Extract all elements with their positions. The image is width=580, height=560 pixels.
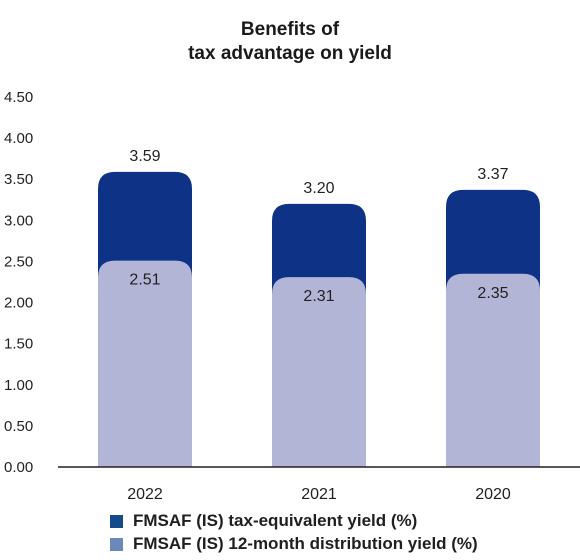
data-label-distribution: 2.35 (477, 285, 508, 302)
chart-title-line-2: tax advantage on yield (188, 43, 392, 64)
legend-item-distribution: FMSAF (IS) 12-month distribution yield (… (110, 534, 478, 554)
y-tick-label: 2.00 (4, 295, 33, 312)
x-tick-label: 2022 (127, 486, 163, 503)
legend-swatch-distribution (110, 537, 123, 551)
data-label-distribution: 2.31 (303, 288, 334, 305)
x-tick-label: 2020 (475, 486, 511, 503)
y-tick-label: 3.00 (4, 212, 33, 229)
data-label-tax-equivalent: 3.20 (303, 180, 334, 197)
y-tick-label: 2.50 (4, 253, 33, 270)
y-tick-label: 0.00 (4, 459, 33, 476)
bar-distribution-2020 (446, 273, 540, 467)
bar-distribution-2022 (98, 260, 192, 467)
bar-distribution-2021 (272, 277, 366, 467)
y-tick-label: 3.50 (4, 171, 33, 188)
data-label-distribution: 2.51 (129, 272, 160, 289)
y-tick-label: 1.50 (4, 336, 33, 353)
y-tick-label: 4.50 (4, 89, 33, 106)
y-tick-label: 1.00 (4, 377, 33, 394)
data-label-tax-equivalent: 3.59 (129, 148, 160, 165)
y-tick-label: 4.00 (4, 130, 33, 147)
legend-item-tax-equivalent: FMSAF (IS) tax-equivalent yield (%) (110, 511, 417, 531)
chart-title-line-1: Benefits of (240, 19, 340, 40)
data-label-tax-equivalent: 3.37 (477, 166, 508, 183)
x-tick-label: 2021 (301, 486, 337, 503)
legend-label-tax-equivalent: FMSAF (IS) tax-equivalent yield (%) (133, 511, 418, 530)
legend-label-distribution: FMSAF (IS) 12-month distribution yield (… (133, 534, 478, 553)
legend-swatch-tax-equivalent (110, 514, 123, 528)
y-tick-label: 0.50 (4, 418, 33, 435)
